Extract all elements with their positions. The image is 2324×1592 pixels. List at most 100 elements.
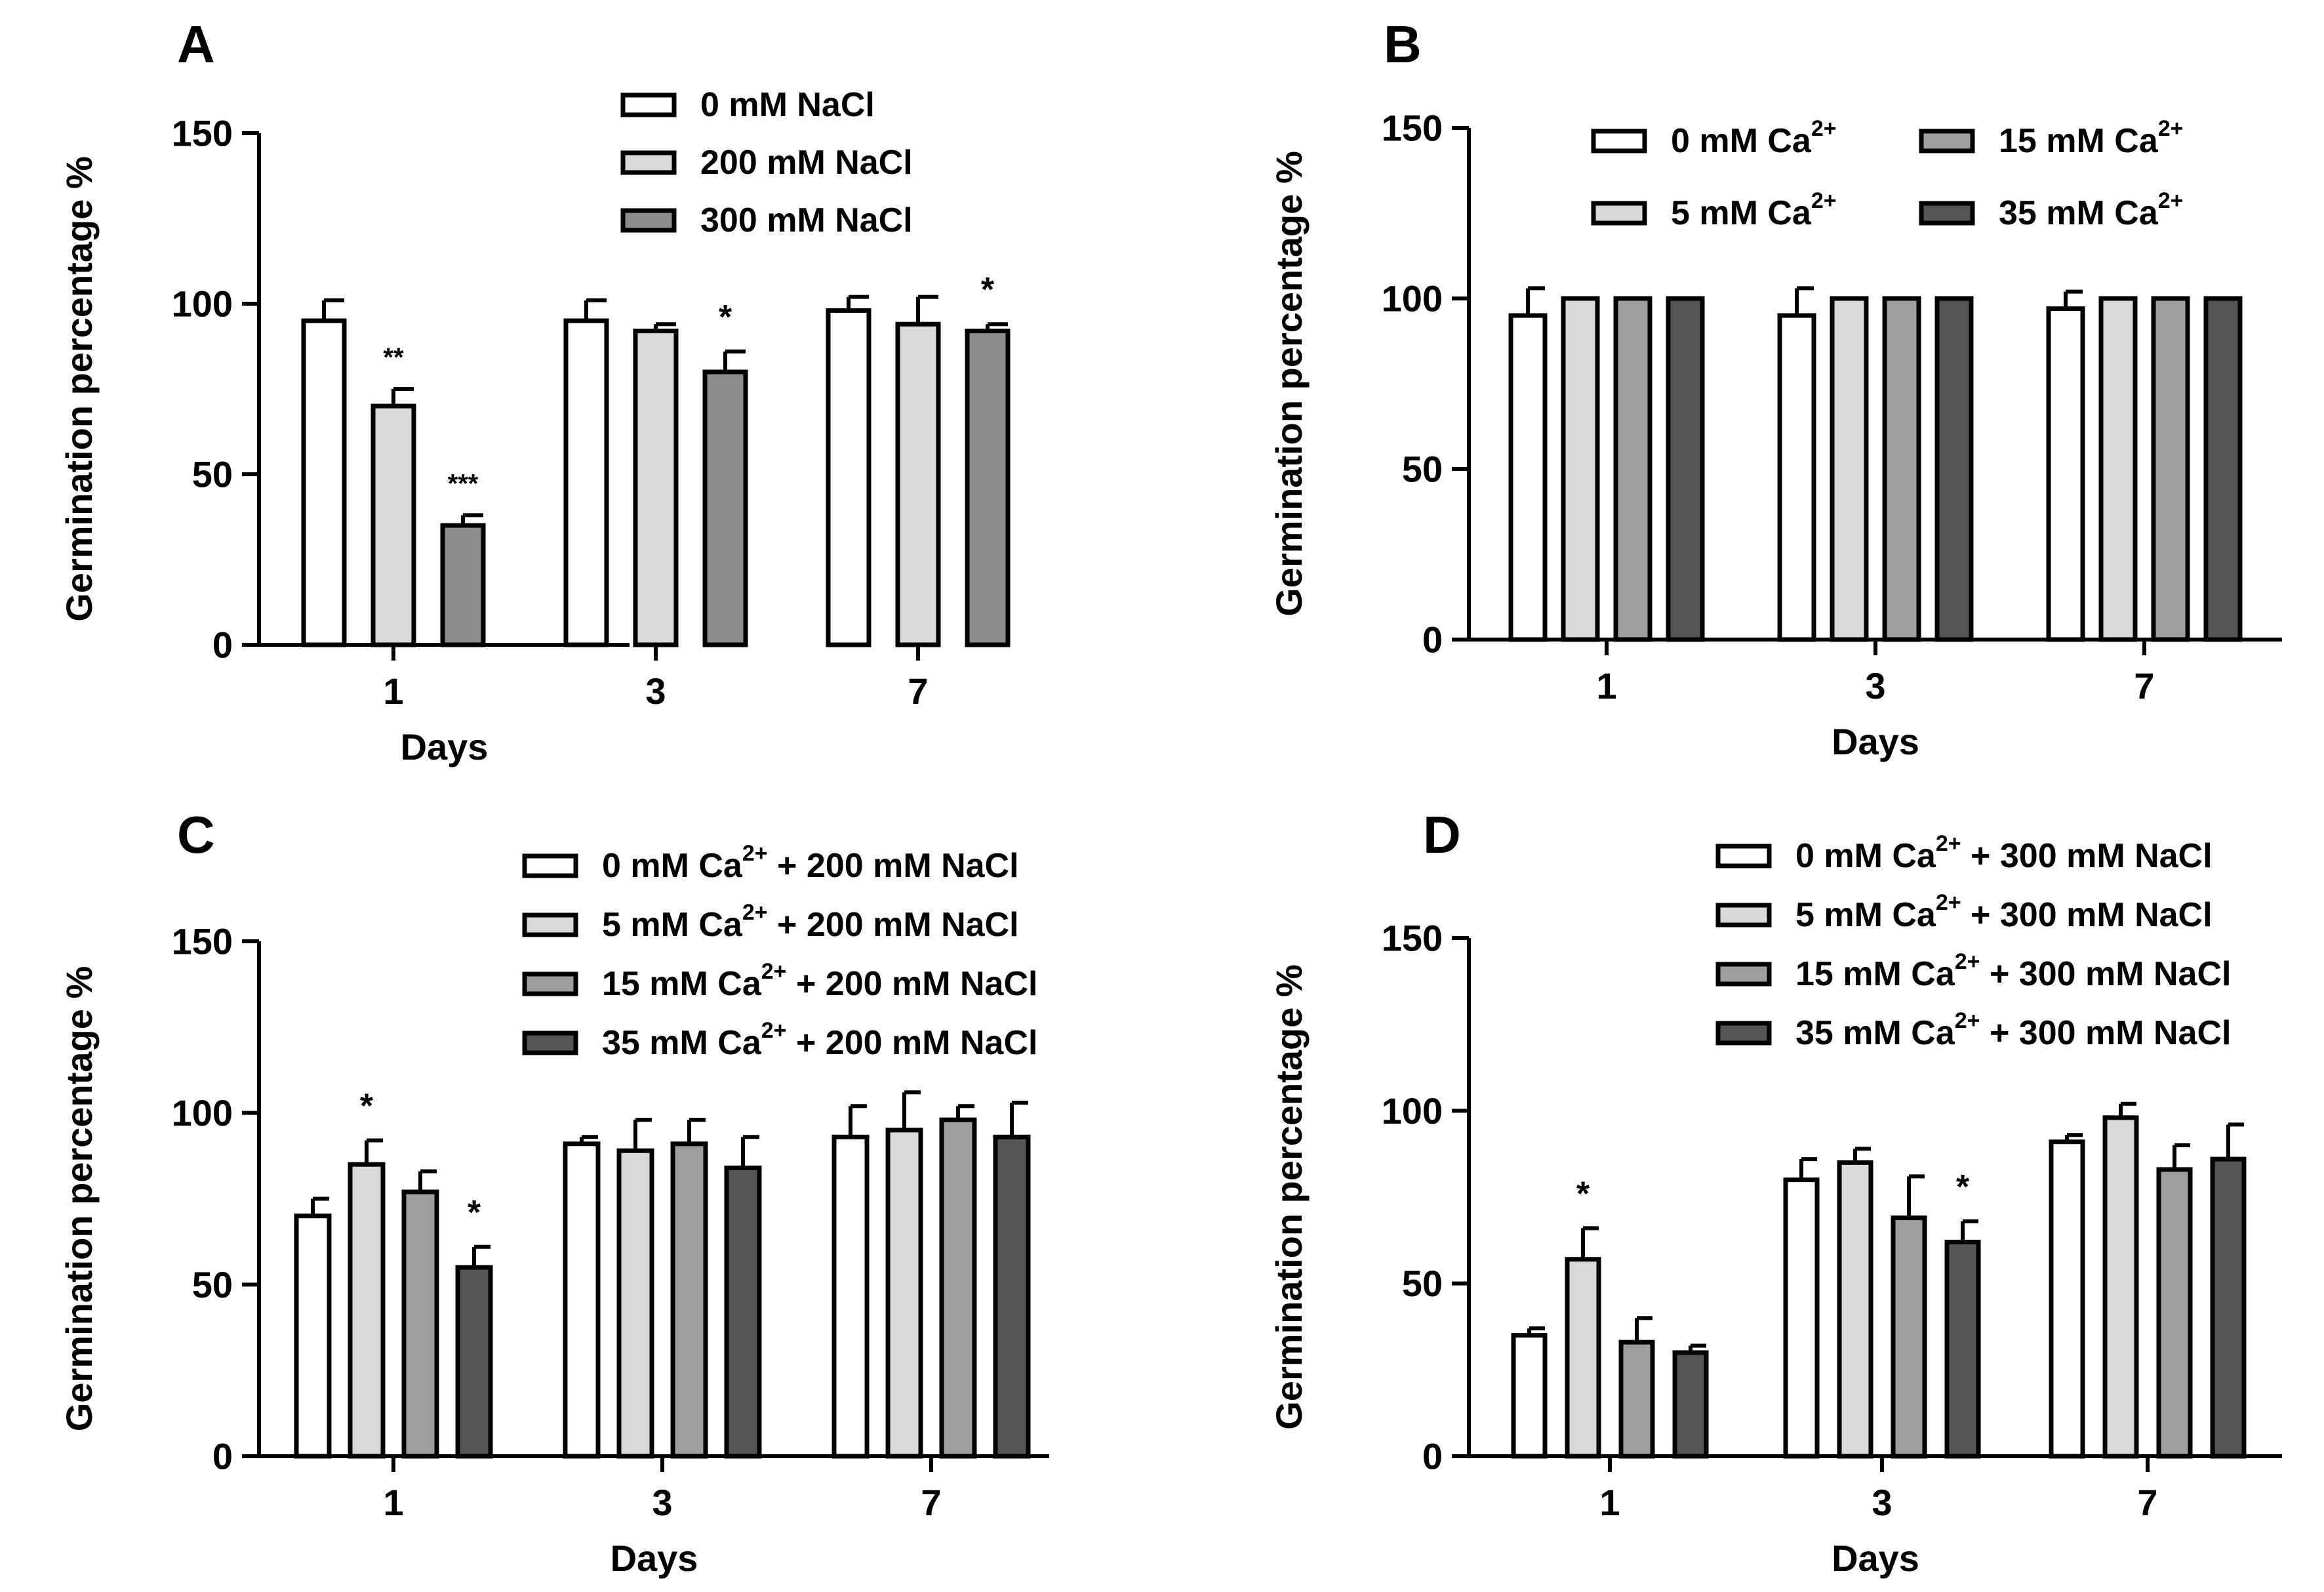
bar xyxy=(965,329,1011,647)
legend-item: 5 mM Ca2+ xyxy=(1591,188,1837,232)
bar xyxy=(993,1134,1031,1459)
bar xyxy=(2046,306,2085,642)
y-tick-label: 0 xyxy=(1422,1436,1443,1477)
legend-swatch xyxy=(620,208,677,233)
significance-marker: * xyxy=(981,271,995,309)
legend-item: 15 mM Ca2+ xyxy=(1919,116,2184,160)
bar xyxy=(885,1128,923,1459)
panel-label: A xyxy=(177,15,215,73)
bar xyxy=(1618,1339,1655,1459)
bar xyxy=(2156,1167,2193,1459)
legend-item: 0 mM NaCl xyxy=(620,86,875,124)
bar xyxy=(633,329,679,647)
bar xyxy=(724,1165,762,1459)
legend-swatch xyxy=(1715,1021,1772,1046)
bar xyxy=(702,369,748,647)
chart-panel-b: B 0 50 100 150 Germination percentage % 1 3 7 Day… xyxy=(1268,15,2282,762)
legend-item: 35 mM Ca2+ xyxy=(1919,188,2184,232)
x-tick-label: 1 xyxy=(383,670,403,712)
bar xyxy=(2098,296,2138,642)
y-axis-label: Germination percentage % xyxy=(1268,964,1310,1430)
legend: 0 mM Ca2+ + 200 mM NaCl 5 mM Ca2+ + 200 m… xyxy=(522,841,1037,1062)
bar xyxy=(1613,296,1653,642)
x-tick-label: 3 xyxy=(1872,1482,1892,1523)
legend: 0 mM Ca2+ + 300 mM NaCl 5 mM Ca2+ + 300 m… xyxy=(1715,831,2231,1052)
legend-item: 5 mM Ca2+ + 200 mM NaCl xyxy=(522,900,1019,944)
chart-panel-d: D 0 50 100 150 Germination percentage % 1 3 7 Day… xyxy=(1268,806,2282,1579)
legend: 0 mM Ca2+ 5 mM Ca2+ 15 mM Ca2+ 35 mM Ca2+ xyxy=(1591,116,2184,232)
bar xyxy=(2049,1139,2085,1459)
legend-item: 15 mM Ca2+ + 200 mM NaCl xyxy=(522,959,1037,1003)
x-axis-label: Days xyxy=(1832,721,1919,762)
bar xyxy=(2210,1156,2247,1459)
x-tick-label: 7 xyxy=(921,1482,941,1523)
y-tick-label: 50 xyxy=(1402,1263,1443,1304)
y-tick-label: 100 xyxy=(172,1092,233,1133)
bar xyxy=(348,1162,386,1459)
bar xyxy=(1672,1350,1709,1459)
bar xyxy=(294,1214,332,1459)
y-tick-label: 150 xyxy=(172,921,233,962)
legend-item: 0 mM Ca2+ xyxy=(1591,116,1837,160)
bar xyxy=(1565,1257,1601,1459)
y-axis-label: Germination percentage % xyxy=(58,966,100,1432)
bar xyxy=(440,523,486,647)
bar xyxy=(1777,313,1816,642)
significance-marker: * xyxy=(1956,1168,1970,1206)
y-tick-label: 100 xyxy=(1382,1090,1443,1132)
bar xyxy=(616,1148,654,1459)
legend-label: 15 mM Ca2+ xyxy=(1999,116,2184,160)
legend-item: 35 mM Ca2+ + 200 mM NaCl xyxy=(522,1018,1037,1062)
bar xyxy=(401,1189,439,1459)
legend-label: 5 mM Ca2+ + 300 mM NaCl xyxy=(1795,890,2213,934)
legend-label: 35 mM Ca2+ + 200 mM NaCl xyxy=(602,1018,1037,1062)
bar xyxy=(831,1134,870,1459)
bar xyxy=(1561,296,1600,642)
legend-swatch xyxy=(1591,201,1647,226)
legend-label: 35 mM Ca2+ + 300 mM NaCl xyxy=(1795,1008,2231,1052)
legend-swatch xyxy=(620,92,677,117)
legend: 0 mM NaCl 200 mM NaCl 300 mM NaCl xyxy=(620,86,913,239)
significance-marker: ** xyxy=(383,343,404,372)
bar xyxy=(2151,296,2190,642)
bar xyxy=(301,318,347,647)
legend-label: 0 mM Ca2+ + 300 mM NaCl xyxy=(1795,831,2213,875)
bar xyxy=(1511,1333,1548,1459)
y-axis-label: Germination percentage % xyxy=(58,156,100,622)
x-tick-label: 3 xyxy=(652,1482,672,1523)
significance-marker: *** xyxy=(448,469,479,498)
legend-swatch xyxy=(522,971,578,996)
bar xyxy=(1934,296,1974,642)
legend-swatch xyxy=(1591,129,1647,153)
legend-label: 200 mM NaCl xyxy=(700,144,913,182)
significance-marker: * xyxy=(360,1088,374,1126)
legend-label: 5 mM Ca2+ + 200 mM NaCl xyxy=(602,900,1019,944)
legend-swatch xyxy=(1715,903,1772,928)
legend-item: 300 mM NaCl xyxy=(620,201,913,239)
legend-swatch xyxy=(522,1031,578,1055)
significance-marker: * xyxy=(468,1194,481,1232)
bar xyxy=(2203,296,2243,642)
bar xyxy=(563,1141,601,1459)
chart-panel-a: A 0 50 100 150 Germination percentage % 1 3 7 Day… xyxy=(58,15,1011,767)
y-tick-label: 0 xyxy=(212,1436,233,1477)
x-axis-label: Days xyxy=(611,1538,698,1579)
bar xyxy=(1944,1239,1981,1459)
bar xyxy=(1891,1215,1927,1459)
y-tick-label: 100 xyxy=(172,283,233,325)
x-tick-label: 7 xyxy=(2137,1482,2157,1523)
bar xyxy=(2102,1115,2139,1459)
y-tick-label: 50 xyxy=(1402,449,1443,490)
chart-panel-c: C 0 50 100 150 Germination percentage % 1 3 7 Day… xyxy=(58,806,1049,1579)
bar xyxy=(826,308,872,647)
x-tick-label: 3 xyxy=(1865,665,1885,706)
legend-item: 15 mM Ca2+ + 300 mM NaCl xyxy=(1715,949,2231,993)
y-tick-label: 0 xyxy=(212,624,233,666)
bar xyxy=(1508,313,1548,642)
bar xyxy=(670,1141,708,1459)
legend-label: 15 mM Ca2+ + 200 mM NaCl xyxy=(602,959,1037,1003)
y-tick-label: 50 xyxy=(192,454,233,495)
legend-swatch xyxy=(522,912,578,937)
y-axis-label: Germination percentage % xyxy=(1268,151,1310,617)
legend-label: 35 mM Ca2+ xyxy=(1999,188,2184,232)
